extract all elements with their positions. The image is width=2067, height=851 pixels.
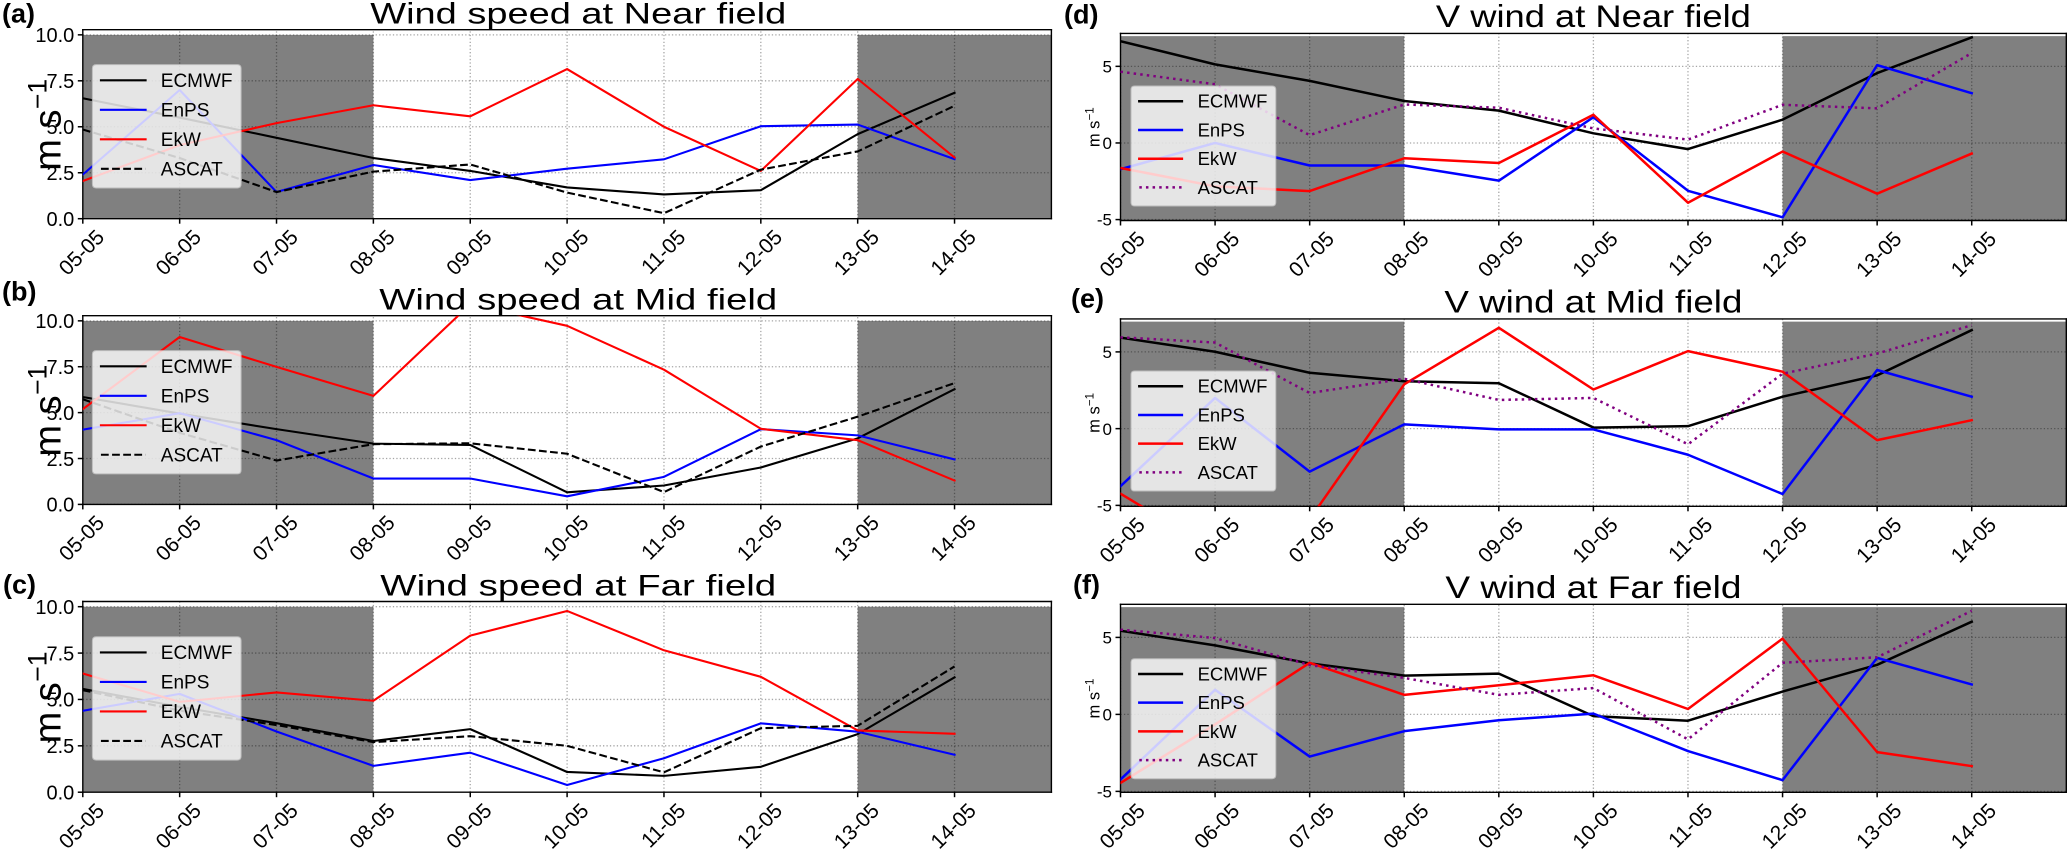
svg-text:2.5: 2.5 [46,163,74,185]
svg-text:m s −: m s − 1 [22,652,69,744]
svg-text:EnPS: EnPS [161,386,210,407]
svg-text:5.0: 5.0 [46,403,74,425]
svg-text:m s −: m s − 1 [1080,107,1103,147]
svg-text:7.5: 7.5 [46,643,74,665]
svg-text:0.0: 0.0 [46,495,74,517]
svg-text:m s −: m s − 1 [1080,393,1103,433]
svg-text:Wind speed at Near field: Wind speed at Near field [370,0,786,30]
svg-text:EkW: EkW [1198,433,1238,454]
svg-text:m s −: m s − 1 [22,79,69,171]
svg-text:V wind at Mid field: V wind at Mid field [1444,283,1742,319]
svg-text:EnPS: EnPS [1198,692,1245,713]
svg-text:(f): (f) [1073,570,1100,600]
svg-text:0: 0 [1103,134,1112,153]
svg-text:Wind speed at Far field: Wind speed at Far field [380,569,776,602]
svg-text:0.0: 0.0 [46,782,74,804]
svg-text:V wind at Far field: V wind at Far field [1445,569,1741,605]
svg-text:0.0: 0.0 [46,209,74,231]
svg-text:5.0: 5.0 [46,690,74,712]
svg-text:EnPS: EnPS [1198,119,1245,140]
svg-text:ASCAT: ASCAT [161,732,223,753]
svg-text:-5: -5 [1097,497,1112,516]
svg-text:-5: -5 [1097,783,1112,802]
svg-text:5: 5 [1103,343,1112,362]
svg-text:ASCAT: ASCAT [1198,750,1258,771]
svg-text:(a): (a) [2,0,35,29]
svg-text:EkW: EkW [161,416,201,437]
svg-text:ECMWF: ECMWF [161,643,233,664]
svg-text:EkW: EkW [1198,721,1238,742]
svg-text:7.5: 7.5 [46,71,74,93]
svg-text:ECMWF: ECMWF [1198,376,1268,397]
svg-text:EkW: EkW [161,702,201,723]
svg-text:EkW: EkW [1198,148,1238,169]
svg-text:10.0: 10.0 [35,311,74,333]
svg-text:ASCAT: ASCAT [161,445,223,466]
svg-text:V wind at Near field: V wind at Near field [1436,0,1751,34]
svg-text:5.0: 5.0 [46,117,74,139]
svg-text:2.5: 2.5 [46,449,74,471]
svg-text:10.0: 10.0 [35,25,74,47]
svg-text:ECMWF: ECMWF [1198,663,1268,684]
svg-text:m s −: m s − 1 [22,365,69,457]
svg-text:0: 0 [1103,706,1112,725]
svg-text:(d): (d) [1064,0,1098,30]
svg-text:EkW: EkW [161,130,201,151]
svg-text:ASCAT: ASCAT [1198,177,1258,198]
svg-text:10.0: 10.0 [35,597,74,619]
svg-text:7.5: 7.5 [46,357,74,379]
svg-text:EnPS: EnPS [1198,404,1245,425]
svg-text:ASCAT: ASCAT [1198,462,1258,483]
svg-text:2.5: 2.5 [46,736,74,758]
svg-text:5: 5 [1103,629,1112,648]
svg-text:(c): (c) [3,570,36,600]
svg-text:m s −: m s − 1 [1080,679,1103,719]
svg-text:0: 0 [1103,420,1112,439]
svg-text:-5: -5 [1097,211,1112,230]
svg-text:5: 5 [1103,58,1112,77]
svg-text:ECMWF: ECMWF [161,71,233,92]
svg-text:EnPS: EnPS [161,673,210,694]
svg-text:Wind speed at Mid field: Wind speed at Mid field [379,283,777,316]
svg-text:(e): (e) [1071,284,1104,314]
svg-text:(b): (b) [2,277,36,307]
svg-text:ECMWF: ECMWF [1198,91,1268,112]
svg-text:EnPS: EnPS [161,100,210,121]
svg-text:ECMWF: ECMWF [161,357,233,378]
svg-text:ASCAT: ASCAT [161,159,223,180]
